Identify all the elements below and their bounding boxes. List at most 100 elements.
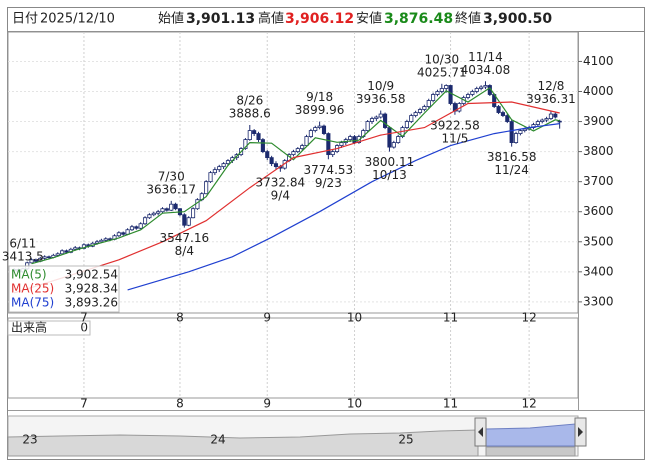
candle-body	[383, 113, 388, 128]
candle-body	[321, 125, 327, 134]
candle-body	[374, 116, 379, 119]
x-tick-label: 8	[176, 397, 184, 411]
candle-body	[431, 94, 436, 101]
legend-value: 3,902.54	[65, 268, 118, 282]
low-label: 安値	[356, 11, 382, 27]
x-tick-label: 7	[80, 397, 88, 411]
handle-arrow	[478, 427, 483, 437]
y-tick-label: 3500	[583, 234, 614, 248]
annotation-date: 11/24	[494, 163, 529, 177]
x-tick-label: 12	[521, 311, 536, 325]
candle-body	[29, 259, 34, 264]
x-tick-label: 12	[521, 397, 536, 411]
annotation-date: 9/18	[306, 90, 333, 104]
annotation-value: 3547.16	[160, 231, 210, 245]
navigator-labels: 23 24 25	[22, 433, 413, 447]
candle-body	[387, 127, 392, 148]
legend-name: MA(25)	[11, 282, 54, 296]
x-tick-label: 7	[80, 311, 88, 325]
volume-legend	[7, 320, 91, 336]
open-label: 始値	[158, 11, 184, 27]
candle-body	[535, 121, 540, 125]
candle-body	[134, 226, 139, 229]
candle-body	[391, 142, 396, 148]
candle-body	[413, 112, 418, 116]
candle-body	[121, 232, 126, 235]
annotation-value: 4025.71	[417, 65, 467, 79]
annotation-date: 6/11	[9, 236, 36, 250]
annotation-value: 3899.96	[295, 103, 345, 117]
y-tick-label: 3400	[583, 264, 614, 278]
candle-body	[404, 121, 409, 128]
candle-body	[33, 259, 38, 262]
candle-body	[291, 151, 296, 156]
candle-body	[435, 91, 440, 95]
candle-body	[500, 112, 505, 116]
candle-body	[326, 133, 331, 156]
date-value: 2025/12/10	[40, 12, 115, 27]
candle-body	[295, 148, 300, 153]
candle-body	[378, 113, 383, 118]
candle-body	[195, 199, 200, 210]
navigator-label: 24	[210, 433, 225, 447]
x-tick-label: 10	[347, 311, 362, 325]
candle-body	[256, 133, 261, 140]
candle-body	[548, 113, 553, 119]
candle-body	[509, 121, 514, 143]
annotation-date: 12/8	[537, 79, 564, 93]
legend-name: MA(75)	[11, 296, 54, 310]
candle-body	[212, 169, 217, 174]
candle-body	[208, 172, 213, 183]
x-tick-label: 11	[443, 311, 458, 325]
candle-body	[156, 211, 161, 214]
candle-body	[426, 100, 431, 107]
candle-body	[151, 212, 156, 216]
volume-panel	[7, 317, 579, 399]
candle-body	[483, 85, 488, 88]
annotation-value: 3413.5	[2, 249, 44, 263]
candle-body	[544, 118, 549, 121]
annotation-value: 3936.31	[526, 92, 576, 106]
annotation-date: 11/5	[441, 131, 468, 145]
y-tick-label: 4000	[583, 84, 614, 98]
volume-label: 出来高	[11, 320, 47, 335]
candle-body	[204, 181, 209, 195]
candle-body	[243, 139, 248, 150]
candle-body	[138, 223, 143, 229]
legend-value: 3,928.34	[65, 282, 118, 296]
candle-body	[169, 203, 174, 211]
candle-body	[518, 130, 523, 134]
candle-body	[247, 130, 252, 140]
y-tick-label: 3600	[583, 204, 614, 218]
candle-body	[540, 119, 545, 122]
x-tick-label: 8	[176, 311, 184, 325]
annotation-value: 3732.84	[256, 175, 306, 189]
candle-body	[522, 128, 527, 131]
navigator-scrollbar[interactable]	[485, 446, 576, 457]
annotation-date: 10/30	[425, 52, 460, 66]
candle-body	[142, 217, 148, 225]
low-value: 3,876.48	[384, 11, 453, 27]
candle-body	[190, 208, 196, 219]
annotation-date: 8/26	[236, 93, 263, 107]
y-tick-label: 3700	[583, 174, 614, 188]
candle-body	[313, 127, 318, 131]
x-tick-label: 9	[263, 311, 271, 325]
annotation-value: 3888.6	[229, 106, 271, 120]
candle-body	[273, 163, 279, 168]
candle-body	[553, 113, 558, 118]
candle-body	[182, 214, 187, 226]
candle-body	[125, 229, 130, 235]
candle-body	[300, 145, 305, 150]
annotation-value: 3816.58	[487, 150, 537, 164]
candle-body	[173, 203, 178, 210]
date-label: 日付	[12, 12, 38, 27]
annotation-value: 3636.17	[146, 182, 196, 196]
candle-body	[369, 118, 375, 122]
ma-line	[31, 87, 560, 265]
candle-body	[260, 139, 265, 153]
candle-body	[417, 109, 423, 113]
candle-body	[557, 120, 562, 123]
annotation-value: 3774.53	[304, 163, 354, 177]
